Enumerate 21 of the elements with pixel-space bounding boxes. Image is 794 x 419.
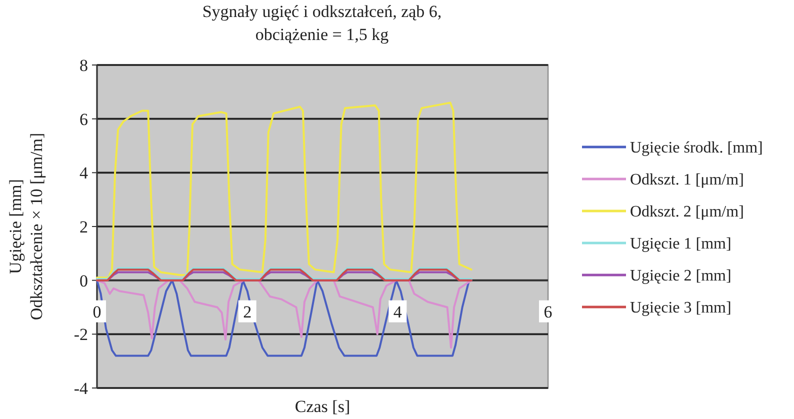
y-tick-label: 2 [80,217,88,236]
x-axis-title: Czas [s] [294,397,350,416]
y-tick-label: 8 [80,56,88,75]
line-series [96,102,472,279]
y-tick-label: 0 [80,271,88,290]
y-tick-label: -2 [74,325,88,344]
legend-label: Odkszt. 2 [μm/m] [630,204,744,221]
chart-title: Sygnały ugięć i odkształceń, ząb 6, obciążenie = 1,5 kg [202,2,442,44]
legend-label: Ugięcie 3 [mm] [630,300,732,317]
x-tick-label: 2 [243,302,252,322]
y-axis-title: Ugięcie [mm] Odkształcenie × 10 [μm/m] [6,132,46,320]
y-tick-label: -4 [74,378,88,398]
legend-label: Ugięcie 2 [mm] [630,268,732,285]
legend-label: Ugięcie środk. [mm] [630,140,763,157]
x-tick-label: 0 [92,302,102,322]
legend-label: Odkszt. 1 [μm/m] [630,172,744,189]
legend-label: Ugięcie 1 [mm] [630,236,732,253]
y-tick-label: 6 [80,110,88,129]
x-tick-label: 6 [544,302,552,322]
y-tick-label: 4 [80,164,88,183]
x-tick-label: 4 [393,302,402,322]
